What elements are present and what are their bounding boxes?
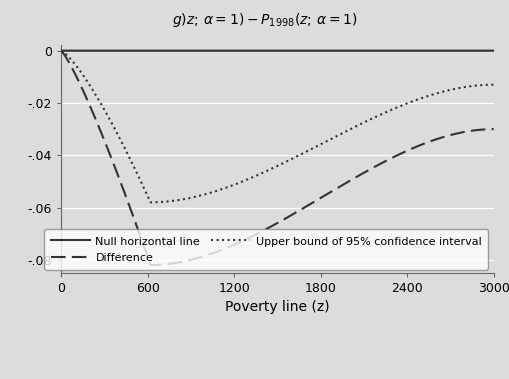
Text: $g)z;\,\alpha = 1) - P_{1998}(z;\,\alpha = 1)$: $g)z;\,\alpha = 1) - P_{1998}(z;\,\alpha… — [172, 11, 357, 29]
Legend: Null horizontal line, Difference, Upper bound of 95% confidence interval: Null horizontal line, Difference, Upper … — [44, 229, 488, 269]
X-axis label: Poverty line (z): Poverty line (z) — [225, 301, 330, 315]
